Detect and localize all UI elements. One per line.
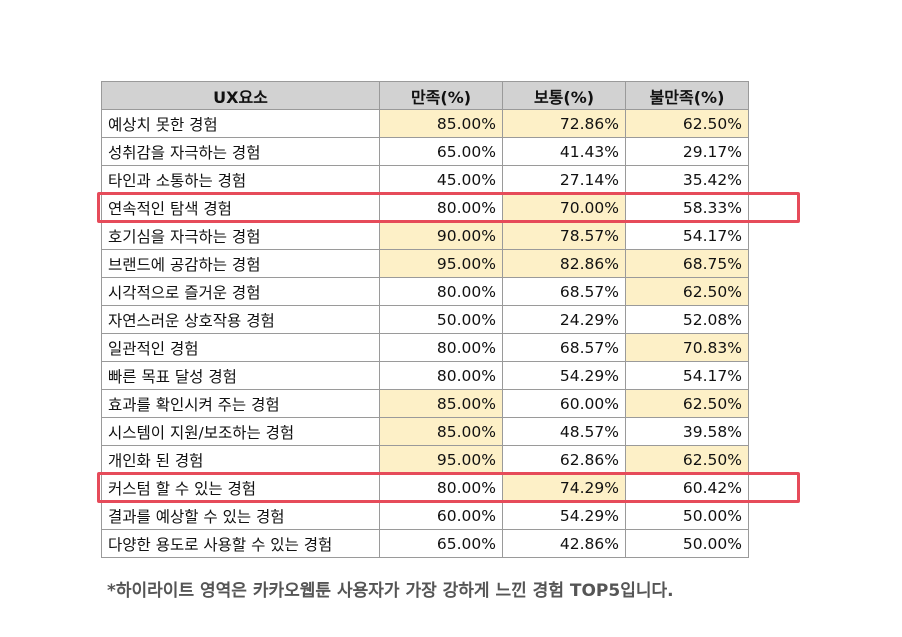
satisfied-value: 45.00% <box>379 165 503 194</box>
footnote: *하이라이트 영역은 카카오웹툰 사용자가 가장 강하게 느낀 경험 TOP5입… <box>107 581 674 601</box>
ux-element-label: 성취감을 자극하는 경험 <box>101 137 380 166</box>
dissatisfied-value: 62.50% <box>625 445 749 474</box>
neutral-value: 78.57% <box>502 221 626 250</box>
satisfied-value: 65.00% <box>379 137 503 166</box>
table-row: 성취감을 자극하는 경험 65.00% 41.43% 29.17% <box>101 137 749 166</box>
table-row: 연속적인 탐색 경험 80.00% 70.00% 58.33% <box>101 193 749 222</box>
neutral-value: 54.29% <box>502 501 626 530</box>
ux-element-label: 자연스러운 상호작용 경험 <box>101 305 380 334</box>
table-row: 빠른 목표 달성 경험 80.00% 54.29% 54.17% <box>101 361 749 390</box>
neutral-value: 62.86% <box>502 445 626 474</box>
ux-element-label: 결과를 예상할 수 있는 경험 <box>101 501 380 530</box>
table-row: 시스템이 지원/보조하는 경험 85.00% 48.57% 39.58% <box>101 417 749 446</box>
neutral-value: 24.29% <box>502 305 626 334</box>
ux-elements-table: UX요소 만족(%) 보통(%) 불만족(%) 예상치 못한 경험 85.00% 7… <box>101 81 749 558</box>
table-row: 브랜드에 공감하는 경험 95.00% 82.86% 68.75% <box>101 249 749 278</box>
dissatisfied-value: 54.17% <box>625 221 749 250</box>
neutral-value: 68.57% <box>502 333 626 362</box>
dissatisfied-value: 68.75% <box>625 249 749 278</box>
neutral-value: 82.86% <box>502 249 626 278</box>
table-row: 개인화 된 경험 95.00% 62.86% 62.50% <box>101 445 749 474</box>
table-body: 예상치 못한 경험 85.00% 72.86% 62.50% 성취감을 자극하는 경험 6… <box>101 109 749 558</box>
satisfied-value: 90.00% <box>379 221 503 250</box>
header-satisfied: 만족(%) <box>379 81 503 110</box>
header-ux-element: UX요소 <box>101 81 380 110</box>
table-row: 결과를 예상할 수 있는 경험 60.00% 54.29% 50.00% <box>101 501 749 530</box>
header-dissatisfied: 불만족(%) <box>625 81 749 110</box>
satisfied-value: 80.00% <box>379 361 503 390</box>
table-row: 호기심을 자극하는 경험 90.00% 78.57% 54.17% <box>101 221 749 250</box>
dissatisfied-value: 58.33% <box>625 193 749 222</box>
neutral-value: 60.00% <box>502 389 626 418</box>
table-row: 타인과 소통하는 경험 45.00% 27.14% 35.42% <box>101 165 749 194</box>
dissatisfied-value: 62.50% <box>625 389 749 418</box>
satisfied-value: 95.00% <box>379 249 503 278</box>
dissatisfied-value: 50.00% <box>625 501 749 530</box>
satisfied-value: 85.00% <box>379 417 503 446</box>
ux-element-label: 타인과 소통하는 경험 <box>101 165 380 194</box>
neutral-value: 74.29% <box>502 473 626 502</box>
ux-element-label: 시스템이 지원/보조하는 경험 <box>101 417 380 446</box>
ux-element-label: 예상치 못한 경험 <box>101 109 380 138</box>
ux-element-label: 개인화 된 경험 <box>101 445 380 474</box>
dissatisfied-value: 29.17% <box>625 137 749 166</box>
dissatisfied-value: 62.50% <box>625 109 749 138</box>
dissatisfied-value: 52.08% <box>625 305 749 334</box>
neutral-value: 68.57% <box>502 277 626 306</box>
satisfied-value: 85.00% <box>379 389 503 418</box>
table-header-row: UX요소 만족(%) 보통(%) 불만족(%) <box>101 81 749 110</box>
table-row: 효과를 확인시켜 주는 경험 85.00% 60.00% 62.50% <box>101 389 749 418</box>
neutral-value: 27.14% <box>502 165 626 194</box>
ux-element-label: 시각적으로 즐거운 경험 <box>101 277 380 306</box>
header-neutral: 보통(%) <box>502 81 626 110</box>
neutral-value: 54.29% <box>502 361 626 390</box>
ux-element-label: 커스텀 할 수 있는 경험 <box>101 473 380 502</box>
satisfied-value: 80.00% <box>379 277 503 306</box>
satisfied-value: 65.00% <box>379 529 503 558</box>
ux-element-label: 다양한 용도로 사용할 수 있는 경험 <box>101 529 380 558</box>
satisfied-value: 85.00% <box>379 109 503 138</box>
satisfied-value: 80.00% <box>379 193 503 222</box>
dissatisfied-value: 35.42% <box>625 165 749 194</box>
table-row: 다양한 용도로 사용할 수 있는 경험 65.00% 42.86% 50.00% <box>101 529 749 558</box>
ux-element-label: 빠른 목표 달성 경험 <box>101 361 380 390</box>
ux-element-label: 효과를 확인시켜 주는 경험 <box>101 389 380 418</box>
ux-element-label: 브랜드에 공감하는 경험 <box>101 249 380 278</box>
neutral-value: 72.86% <box>502 109 626 138</box>
dissatisfied-value: 50.00% <box>625 529 749 558</box>
table-row: 커스텀 할 수 있는 경험 80.00% 74.29% 60.42% <box>101 473 749 502</box>
dissatisfied-value: 39.58% <box>625 417 749 446</box>
neutral-value: 42.86% <box>502 529 626 558</box>
table-row: 일관적인 경험 80.00% 68.57% 70.83% <box>101 333 749 362</box>
dissatisfied-value: 54.17% <box>625 361 749 390</box>
neutral-value: 70.00% <box>502 193 626 222</box>
table-row: 시각적으로 즐거운 경험 80.00% 68.57% 62.50% <box>101 277 749 306</box>
neutral-value: 48.57% <box>502 417 626 446</box>
neutral-value: 41.43% <box>502 137 626 166</box>
dissatisfied-value: 60.42% <box>625 473 749 502</box>
dissatisfied-value: 62.50% <box>625 277 749 306</box>
table-row: 자연스러운 상호작용 경험 50.00% 24.29% 52.08% <box>101 305 749 334</box>
satisfied-value: 95.00% <box>379 445 503 474</box>
satisfied-value: 60.00% <box>379 501 503 530</box>
ux-element-label: 일관적인 경험 <box>101 333 380 362</box>
table-row: 예상치 못한 경험 85.00% 72.86% 62.50% <box>101 109 749 138</box>
satisfied-value: 50.00% <box>379 305 503 334</box>
ux-table-wrapper: UX요소 만족(%) 보통(%) 불만족(%) 예상치 못한 경험 85.00% 7… <box>101 81 749 558</box>
ux-element-label: 연속적인 탐색 경험 <box>101 193 380 222</box>
satisfied-value: 80.00% <box>379 473 503 502</box>
satisfied-value: 80.00% <box>379 333 503 362</box>
dissatisfied-value: 70.83% <box>625 333 749 362</box>
ux-element-label: 호기심을 자극하는 경험 <box>101 221 380 250</box>
